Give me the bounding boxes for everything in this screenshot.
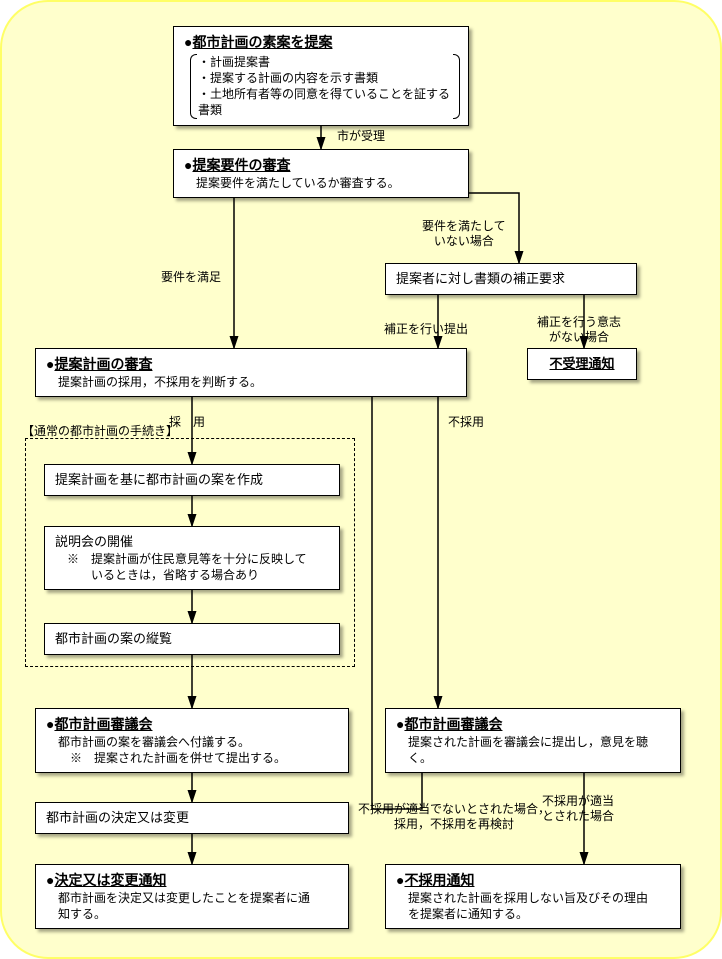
node-n10: 都市計画の決定又は変更 bbox=[35, 802, 349, 834]
node-title: ●不採用通知 bbox=[396, 871, 670, 890]
edge-label-e5a: 採 用 bbox=[169, 415, 205, 430]
node-n12: ●都市計画審議会提案された計画を審議会に提出し，意見を聴く。 bbox=[385, 708, 681, 773]
node-body: 都市計画を決定又は変更したことを提案者に通知する。 bbox=[46, 890, 338, 922]
flowchart-canvas: ●都市計画の素案を提案・計画提案書・提案する計画の内容を示す書類・土地所有者等の… bbox=[0, 0, 722, 959]
edge-label-e2a: 要件を満たして いない場合 bbox=[422, 219, 506, 249]
edge-label-e3b: 補正を行う意志 がない場合 bbox=[537, 315, 621, 345]
node-n1: ●都市計画の素案を提案・計画提案書・提案する計画の内容を示す書類・土地所有者等の… bbox=[173, 26, 469, 126]
edge-label-e1: 市が受理 bbox=[337, 129, 385, 144]
edge-label-e3a: 補正を行い提出 bbox=[384, 322, 468, 337]
node-n4: 不受理通知 bbox=[527, 348, 637, 380]
node-n13: ●不採用通知提案された計画を採用しない旨及びその理由を提案者に通知する。 bbox=[385, 864, 681, 929]
bracket-list: ・計画提案書・提案する計画の内容を示す書類・土地所有者等の同意を得ていることを証… bbox=[198, 54, 458, 119]
node-body: 提案計画の採用，不採用を判断する。 bbox=[46, 374, 456, 390]
node-n5: ●提案計画の審査提案計画の採用，不採用を判断する。 bbox=[35, 348, 467, 397]
edge-label-e5b: 不採用 bbox=[448, 415, 484, 430]
edge-label-e12b: 不採用が適当 とされた場合 bbox=[542, 794, 614, 824]
node-n3: 提案者に対し書類の補正要求 bbox=[385, 263, 637, 295]
node-body: 提案された計画を審議会に提出し，意見を聴く。 bbox=[396, 734, 670, 766]
node-title: ●都市計画審議会 bbox=[396, 715, 670, 734]
node-body: 都市計画の案を審議会へ付議する。 ※ 提案された計画を併せて提出する。 bbox=[46, 734, 338, 766]
node-text: 都市計画の決定又は変更 bbox=[46, 809, 338, 827]
node-n11: ●決定又は変更通知都市計画を決定又は変更したことを提案者に通知する。 bbox=[35, 864, 349, 929]
node-title: ●提案要件の審査 bbox=[184, 156, 458, 175]
node-text: 提案者に対し書類の補正要求 bbox=[396, 270, 626, 288]
node-title: ●都市計画審議会 bbox=[46, 715, 338, 734]
dashed-group-label: 【通常の都市計画の手続き】 bbox=[22, 422, 178, 439]
node-body: 提案された計画を採用しない旨及びその理由を提案者に通知する。 bbox=[396, 890, 670, 922]
node-body: 提案要件を満たしているか審査する。 bbox=[184, 175, 458, 191]
node-title: ●都市計画の素案を提案 bbox=[184, 33, 458, 52]
dashed-group bbox=[25, 438, 355, 667]
node-title: ●提案計画の審査 bbox=[46, 355, 456, 374]
node-title: ●決定又は変更通知 bbox=[46, 871, 338, 890]
node-n2: ●提案要件の審査提案要件を満たしているか審査する。 bbox=[173, 149, 469, 198]
edge-label-e12a: 不採用が適当でないとされた場合， 採用，不採用を再検討 bbox=[358, 802, 550, 832]
edge-label-e2b: 要件を満足 bbox=[161, 270, 221, 285]
node-n9: ●都市計画審議会都市計画の案を審議会へ付議する。 ※ 提案された計画を併せて提出… bbox=[35, 708, 349, 773]
node-text: 不受理通知 bbox=[538, 355, 626, 373]
